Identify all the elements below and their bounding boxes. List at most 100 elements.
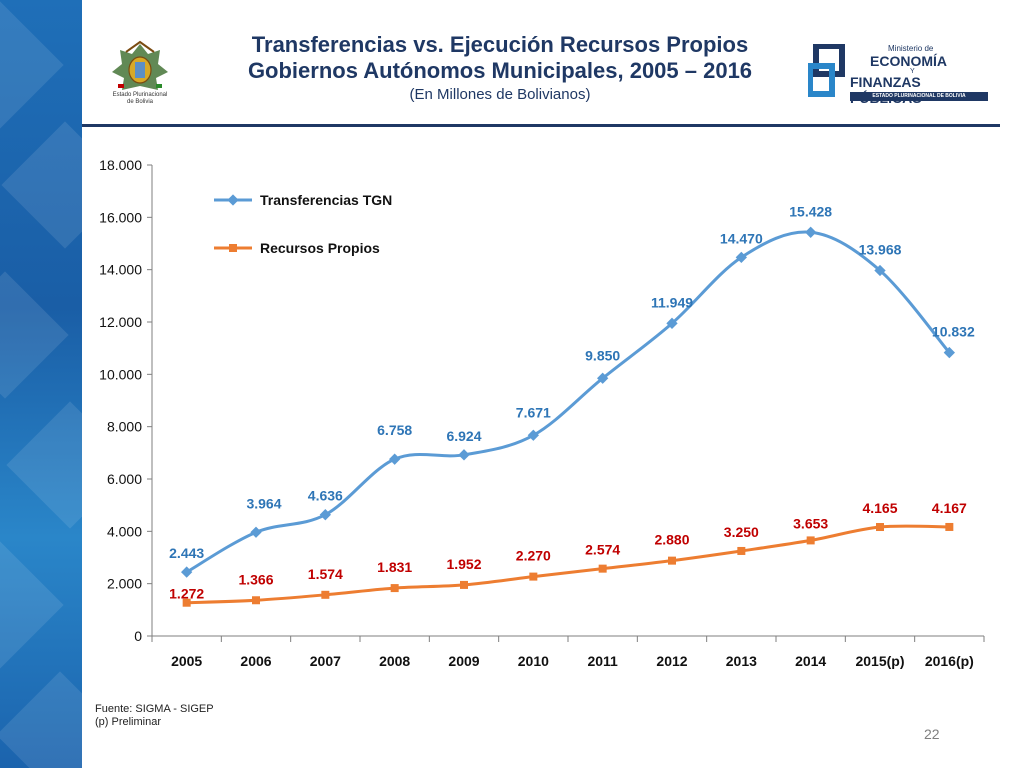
x-tick-label: 2005: [171, 653, 202, 669]
y-tick-label: 8.000: [107, 419, 142, 435]
ministry-bottom-text: ESTADO PLURINACIONAL DE BOLIVIA: [872, 93, 966, 99]
y-tick-label: 14.000: [99, 262, 142, 278]
x-tick-label: 2007: [310, 653, 341, 669]
data-point-marker: [598, 564, 607, 573]
series-recursos-line: [186, 524, 950, 605]
data-label: 4.165: [862, 500, 897, 516]
page-number: 22: [924, 726, 940, 742]
x-tick-label: 2008: [379, 653, 410, 669]
x-tick-label: 2015(p): [855, 653, 904, 669]
data-label: 4.636: [308, 488, 343, 504]
page-title-line-2: Gobiernos Autónomos Municipales, 2005 – …: [247, 58, 753, 83]
data-label: 10.832: [932, 324, 975, 340]
legend-label: Recursos Propios: [260, 240, 380, 256]
y-axis: 0 2.000 4.000 6.000 8.000 10.000 12.000 14.000 1…: [99, 157, 153, 644]
data-point-marker: [460, 580, 468, 589]
footer: Fuente: SIGMA - SIGEP (p) Preliminar: [95, 703, 214, 729]
series-recursos: 1.272 1.366 1.574 1.831 1.952 2.270 2.574 2.880…: [169, 500, 967, 607]
bolivia-coat-of-arms-logo: Estado Plurinacional de Bolivia: [108, 40, 172, 110]
x-tick-label: 2009: [448, 653, 479, 669]
data-point-marker: [527, 429, 539, 441]
legend-marker: [227, 194, 239, 206]
data-point-marker: [668, 556, 676, 565]
ministry-emblem-icon: [808, 44, 845, 97]
data-point-marker: [182, 598, 191, 607]
decorative-left-band: [0, 0, 82, 768]
x-tick-label: 2013: [726, 653, 757, 669]
ministry-top-text: Ministerio de: [888, 44, 934, 53]
x-tick-label: 2014: [795, 653, 826, 669]
data-point-marker: [252, 596, 260, 605]
y-tick-label: 0: [134, 628, 142, 644]
data-label: 4.167: [932, 500, 967, 516]
x-tick-label: 2010: [518, 653, 549, 669]
source-note: Fuente: SIGMA - SIGEP: [95, 703, 214, 715]
data-label: 14.470: [720, 230, 763, 246]
legend: Transferencias TGN Recursos Propios: [214, 192, 392, 256]
data-label: 13.968: [859, 242, 902, 258]
x-axis: 2005 2006 2007 2008 2009 2010 2011 2012 2013 2014…: [151, 635, 985, 669]
data-point-marker: [458, 449, 470, 461]
data-point-marker: [319, 509, 331, 521]
x-tick-label: 2006: [240, 653, 271, 669]
page-subtitle: (En Millones de Bolivianos): [409, 86, 591, 103]
legend-label: Transferencias TGN: [260, 192, 392, 208]
header-divider: [82, 124, 1000, 127]
y-tick-label: 18.000: [99, 157, 142, 173]
bolivia-caption-2: de Bolivia: [126, 99, 153, 105]
data-point-marker: [806, 536, 815, 545]
data-point-marker: [666, 317, 678, 329]
data-point-marker: [805, 226, 817, 238]
y-tick-label: 12.000: [99, 314, 142, 330]
y-tick-label: 16.000: [99, 209, 142, 225]
ministry-bottom-bar: [850, 92, 988, 101]
data-label: 6.758: [377, 422, 412, 438]
preliminary-note: (p) Preliminar: [95, 716, 162, 728]
data-point-marker: [945, 522, 954, 531]
legend-marker: [229, 244, 237, 252]
data-label: 6.924: [446, 428, 481, 444]
data-label: 1.952: [446, 556, 481, 572]
bolivia-caption-1: Estado Plurinacional: [112, 92, 168, 98]
ministry-economia-logo: Ministerio de ECONOMÍA Y FINANZAS PÚBLIC…: [808, 44, 988, 106]
data-point-marker: [876, 523, 884, 532]
data-label: 7.671: [516, 404, 551, 420]
data-label: 1.366: [238, 571, 273, 587]
line-chart: 0 2.000 4.000 6.000 8.000 10.000 12.000 14.000 1…: [99, 157, 985, 669]
ministry-y-text: Y: [910, 68, 915, 75]
data-label: 2.880: [654, 532, 689, 548]
x-tick-label: 2011: [587, 653, 618, 669]
y-tick-label: 10.000: [99, 366, 142, 382]
y-tick-label: 2.000: [107, 576, 142, 592]
data-point-marker: [597, 372, 609, 384]
data-label: 1.272: [169, 586, 204, 602]
page-title-line-1: Transferencias vs. Ejecución Recursos Pr…: [251, 32, 749, 57]
data-label: 2.443: [169, 545, 204, 561]
data-label: 3.250: [724, 524, 759, 540]
data-point-marker: [389, 453, 401, 465]
data-label: 3.964: [246, 495, 281, 511]
data-point-marker: [737, 546, 746, 555]
series-transferencias: 2.443 3.964 4.636 6.758 6.924 7.671 9.850 11.94…: [169, 203, 975, 578]
data-label: 2.270: [516, 548, 551, 564]
y-tick-label: 6.000: [107, 471, 142, 487]
y-tick-label: 4.000: [107, 523, 142, 539]
x-tick-label: 2016(p): [925, 653, 974, 669]
series-layer: 2.443 3.964 4.636 6.758 6.924 7.671 9.850 11.94…: [169, 203, 975, 607]
data-label: 2.574: [585, 542, 620, 558]
title-block: Transferencias vs. Ejecución Recursos Pr…: [180, 32, 820, 103]
data-point-marker: [390, 584, 399, 593]
ministry-line2-text: FINANZAS PÚBLICAS: [850, 74, 922, 106]
data-point-marker: [250, 526, 262, 538]
data-label: 1.831: [377, 559, 412, 575]
data-label: 3.653: [793, 515, 828, 531]
data-point-marker: [529, 572, 538, 581]
x-tick-label: 2012: [656, 653, 687, 669]
series-transferencias-line: [185, 230, 951, 574]
chart-container: 0 2.000 4.000 6.000 8.000 10.000 12.000 14.000 1…: [82, 140, 1000, 700]
data-point-marker: [181, 566, 193, 578]
data-label: 11.949: [651, 294, 693, 310]
data-label: 15.428: [789, 203, 832, 219]
data-label: 9.850: [585, 347, 620, 363]
ministry-line1-text: ECONOMÍA: [870, 53, 947, 69]
